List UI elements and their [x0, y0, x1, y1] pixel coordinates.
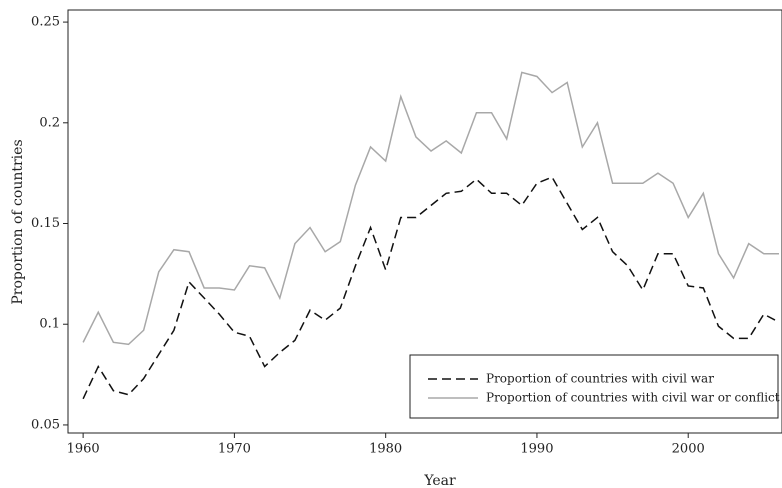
- legend-label: Proportion of countries with civil war o…: [486, 391, 780, 405]
- legend-label: Proportion of countries with civil war: [486, 372, 714, 386]
- y-tick-label: 0.2: [39, 115, 60, 130]
- legend-box: [409, 354, 779, 419]
- y-axis-label: Proportion of countries: [10, 139, 26, 304]
- y-tick-label: 0.15: [31, 216, 60, 231]
- y-tick-label: 0.1: [39, 317, 60, 332]
- plot-frame: [67, 9, 782, 434]
- x-tick-label: 1960: [67, 442, 100, 457]
- x-tick-label: 2000: [672, 442, 705, 457]
- series-line: [82, 176, 780, 400]
- y-tick-label: 0.05: [31, 417, 60, 432]
- x-axis-label: Year: [423, 473, 456, 488]
- x-tick-label: 1980: [369, 442, 402, 457]
- x-tick-label: 1990: [520, 442, 553, 457]
- x-tick-label: 1970: [218, 442, 251, 457]
- y-tick-label: 0.25: [31, 15, 60, 30]
- series-line: [82, 71, 779, 346]
